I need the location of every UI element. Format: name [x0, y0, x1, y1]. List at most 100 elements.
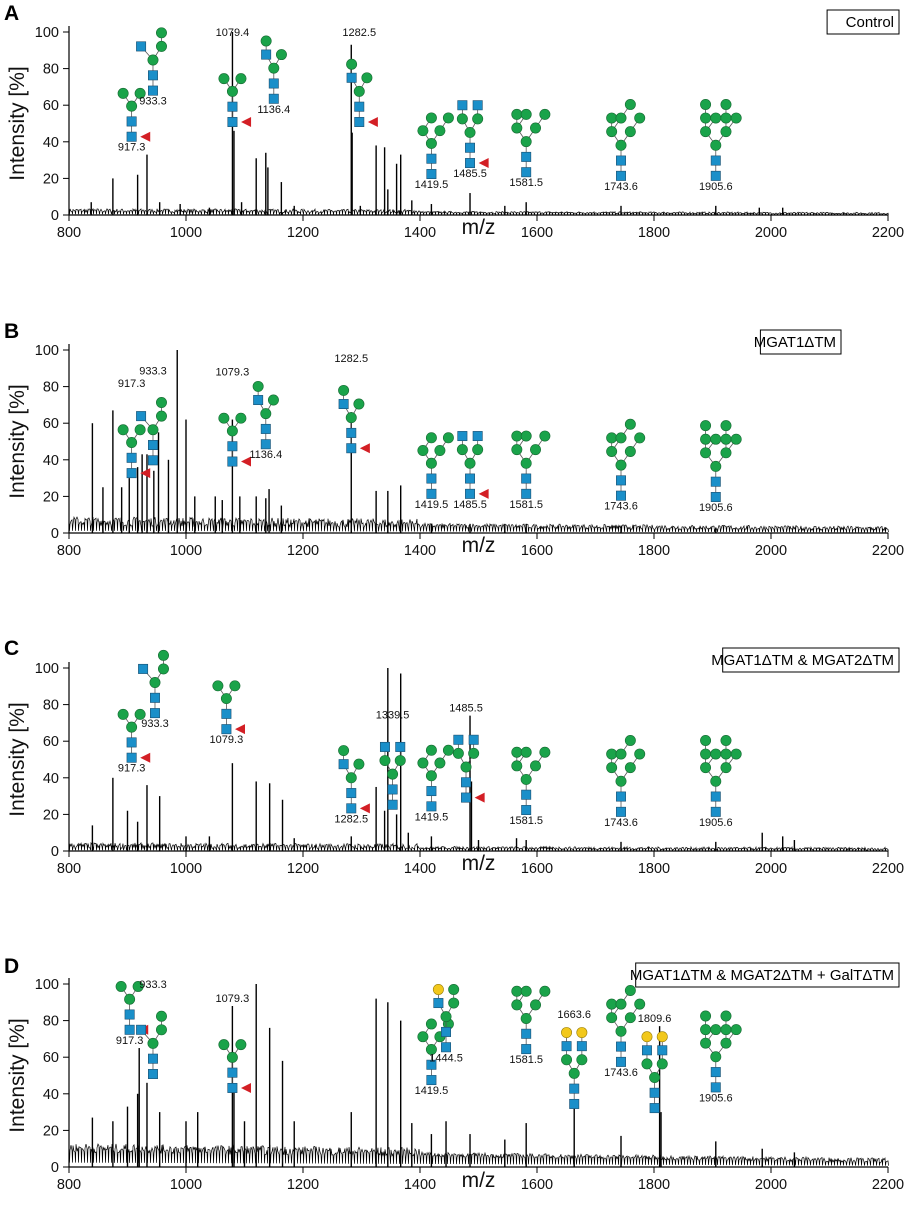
mannose-circle-icon — [511, 760, 523, 772]
glycan-structure-icon — [700, 1010, 742, 1093]
x-tick-label: 2000 — [755, 225, 787, 241]
peak-mz-label: 1136.4 — [249, 449, 282, 461]
mannose-circle-icon — [615, 775, 627, 787]
mannose-circle-icon — [720, 126, 732, 138]
mannose-circle-icon — [456, 113, 468, 125]
glcnac-square-icon — [521, 151, 532, 162]
y-tick-label: 0 — [51, 526, 59, 542]
x-tick-label: 2000 — [755, 543, 787, 559]
glycan-structure-icon — [432, 983, 460, 1053]
glcnac-square-icon — [641, 1045, 652, 1056]
y-tick-label: 40 — [43, 453, 59, 469]
mannose-circle-icon — [520, 136, 532, 148]
glcnac-square-icon — [561, 1041, 572, 1052]
glcnac-square-icon — [426, 169, 437, 179]
mannose-circle-icon — [710, 748, 722, 760]
glcnac-square-icon — [465, 158, 475, 169]
condition-label: Control — [846, 14, 894, 31]
glycan-structure-icon — [260, 35, 287, 104]
x-tick-label: 2200 — [872, 861, 904, 877]
mannose-circle-icon — [700, 748, 712, 760]
peak-mz-label: 1282.5 — [342, 27, 376, 39]
spectrum-trace — [68, 516, 889, 533]
glcnac-square-icon — [616, 806, 626, 817]
x-tick-label: 1600 — [521, 861, 553, 877]
glycan-structure-icon — [136, 27, 167, 96]
fucose-triangle-icon — [240, 456, 251, 467]
mannose-circle-icon — [126, 437, 138, 448]
glcnac-square-icon — [616, 791, 626, 802]
mannose-circle-icon — [615, 998, 627, 1010]
mannose-circle-icon — [530, 122, 542, 134]
glcnac-square-icon — [148, 440, 158, 450]
mannose-circle-icon — [511, 746, 523, 758]
peak-mz-label: 917.3 — [118, 378, 146, 390]
x-tick-label: 1600 — [521, 543, 553, 559]
glcnac-square-icon — [346, 803, 357, 814]
mannose-circle-icon — [700, 420, 712, 432]
mannose-circle-icon — [218, 412, 230, 424]
x-tick-label: 1400 — [404, 225, 436, 241]
x-tick-label: 1800 — [638, 225, 670, 241]
mannose-circle-icon — [606, 112, 618, 124]
mannose-circle-icon — [539, 108, 551, 120]
mannose-circle-icon — [452, 747, 464, 759]
mannose-circle-icon — [134, 424, 146, 436]
mannose-circle-icon — [132, 980, 144, 992]
mannose-circle-icon — [710, 1051, 722, 1063]
glcnac-square-icon — [227, 456, 238, 467]
mannose-circle-icon — [464, 457, 476, 469]
mannose-circle-icon — [147, 424, 159, 436]
glcnac-square-icon — [138, 663, 149, 674]
peak-mz-label: 1485.5 — [453, 499, 487, 511]
mannose-circle-icon — [710, 139, 722, 151]
glcnac-square-icon — [616, 170, 626, 181]
mannose-circle-icon — [156, 27, 167, 39]
peak-mz-label: 1743.6 — [604, 1067, 638, 1079]
peak-mz-label: 917.3 — [118, 142, 146, 154]
glycan-structure-icon — [456, 100, 489, 169]
mannose-circle-icon — [606, 126, 618, 138]
y-tick-label: 0 — [51, 1160, 59, 1176]
y-tick-label: 40 — [43, 1087, 59, 1103]
mannose-circle-icon — [720, 98, 732, 110]
mannose-circle-icon — [730, 748, 742, 760]
glcnac-square-icon — [616, 155, 626, 166]
mannose-circle-icon — [425, 432, 437, 444]
mannose-circle-icon — [472, 113, 484, 125]
mannose-circle-icon — [156, 40, 167, 52]
glcnac-square-icon — [148, 1053, 158, 1064]
glcnac-square-icon — [136, 1024, 147, 1035]
y-tick-label: 60 — [43, 1050, 59, 1066]
mannose-circle-icon — [442, 112, 454, 124]
mannose-circle-icon — [511, 444, 523, 456]
x-tick-label: 1000 — [170, 861, 202, 877]
glcnac-square-icon — [426, 473, 437, 484]
y-axis-title: Intensity [%] — [6, 1018, 29, 1132]
glcnac-square-icon — [354, 101, 365, 112]
glcnac-square-icon — [426, 786, 437, 797]
glcnac-square-icon — [268, 93, 279, 104]
fucose-triangle-icon — [140, 752, 151, 763]
peak-mz-label: 1079.3 — [216, 993, 250, 1005]
mannose-circle-icon — [710, 433, 722, 445]
condition-label: MGAT1ΔTM & MGAT2ΔTM — [711, 652, 894, 669]
x-tick-label: 1400 — [404, 1177, 436, 1193]
mannose-circle-icon — [624, 1012, 636, 1024]
glcnac-square-icon — [346, 72, 357, 83]
x-tick-label: 1200 — [287, 1177, 319, 1193]
mannose-circle-icon — [700, 1010, 712, 1022]
mannose-circle-icon — [730, 433, 742, 445]
peak-mz-label: 1079.4 — [216, 27, 250, 39]
mannose-circle-icon — [226, 425, 238, 437]
mannose-circle-icon — [226, 85, 238, 97]
mannose-circle-icon — [720, 112, 732, 124]
mannose-circle-icon — [464, 126, 476, 138]
glcnac-square-icon — [521, 1044, 532, 1055]
glcnac-square-icon — [387, 799, 398, 810]
fucose-triangle-icon — [140, 468, 151, 479]
glcnac-square-icon — [426, 488, 437, 499]
glycan-structure-icon — [641, 1031, 668, 1114]
mannose-circle-icon — [434, 125, 446, 137]
galactose-circle-icon — [641, 1031, 653, 1043]
